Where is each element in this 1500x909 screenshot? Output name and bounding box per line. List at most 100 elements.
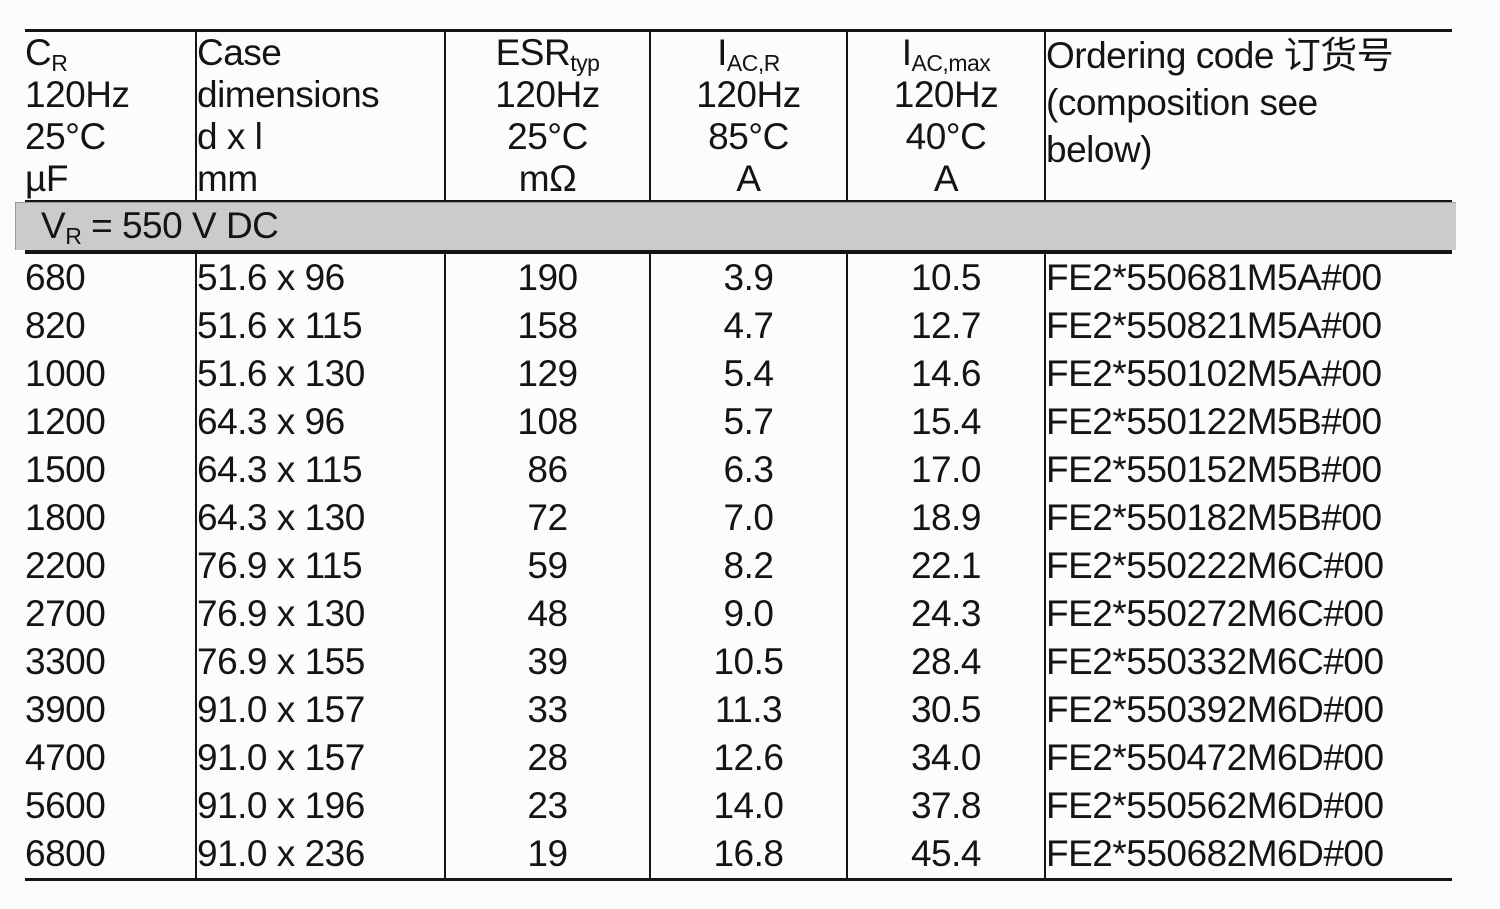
cell-ordering-code: FE2*550102M5A#00: [1044, 350, 1452, 398]
cell-iac-rated: 4.7: [649, 302, 847, 350]
cell-ordering-code: FE2*550681M5A#00: [1044, 252, 1452, 302]
cell-iac-max: 45.4: [846, 830, 1045, 881]
header-line: 120Hz: [696, 74, 801, 115]
table-row: 1200 64.3 x 96 108 5.7 15.4 FE2*550122M5…: [25, 398, 1452, 446]
cell-ordering-code: FE2*550821M5A#00: [1044, 302, 1452, 350]
voltage-section-row: VR = 550 V DC: [15, 201, 1456, 254]
cell-ordering-code: FE2*550222M6C#00: [1044, 542, 1452, 590]
cell-iac-rated: 5.4: [649, 350, 847, 398]
header-line: 25°C: [25, 116, 106, 157]
cell-ordering-code: FE2*550682M6D#00: [1044, 830, 1452, 881]
cell-iac-max: 34.0: [846, 734, 1045, 782]
cell-case-dimensions: 64.3 x 115: [195, 446, 445, 494]
table-row: 1500 64.3 x 115 86 6.3 17.0 FE2*550152M5…: [25, 446, 1452, 494]
cell-esr: 23: [444, 782, 650, 830]
cell-esr: 39: [444, 638, 650, 686]
header-line: (composition see: [1046, 82, 1318, 123]
cell-case-dimensions: 51.6 x 96: [195, 252, 445, 302]
header-row: CR 120Hz 25°C µF Case dimensions d x l m…: [25, 29, 1452, 202]
cell-iac-rated: 11.3: [649, 686, 847, 734]
cell-case-dimensions: 76.9 x 155: [195, 638, 445, 686]
cell-capacitance: 5600: [25, 785, 106, 826]
cell-esr: 86: [444, 446, 650, 494]
cell-capacitance: 3300: [25, 641, 106, 682]
section-highlight: [15, 202, 1456, 250]
header-unit: mm: [197, 158, 258, 199]
header-unit: µF: [25, 158, 68, 199]
cell-case-dimensions: 76.9 x 130: [195, 590, 445, 638]
symbol-iac-max: IAC,max: [901, 32, 991, 76]
cell-case-dimensions: 51.6 x 115: [195, 302, 445, 350]
col-header-iac-rated: IAC,R 120Hz 85°C A: [649, 29, 847, 202]
table-row: 5600 91.0 x 196 23 14.0 37.8 FE2*550562M…: [25, 782, 1452, 830]
table-row: 4700 91.0 x 157 28 12.6 34.0 FE2*550472M…: [25, 734, 1452, 782]
header-line: 120Hz: [893, 74, 999, 115]
header-unit: mΩ: [518, 158, 577, 199]
col-header-ordering-code: Ordering code 订货号 (composition see below…: [1044, 29, 1452, 202]
cell-capacitance: 680: [25, 257, 86, 298]
cell-esr: 72: [444, 494, 650, 542]
cell-iac-rated: 8.2: [649, 542, 847, 590]
cell-iac-rated: 10.5: [649, 638, 847, 686]
symbol-cr: CR: [25, 32, 68, 76]
cell-ordering-code: FE2*550392M6D#00: [1044, 686, 1452, 734]
cell-capacitance: 6800: [25, 830, 196, 881]
cell-ordering-code: FE2*550332M6C#00: [1044, 638, 1452, 686]
cell-esr: 158: [444, 302, 650, 350]
cell-iac-max: 28.4: [846, 638, 1045, 686]
table-row: 1800 64.3 x 130 72 7.0 18.9 FE2*550182M5…: [25, 494, 1452, 542]
cell-esr: 59: [444, 542, 650, 590]
table-body: VR = 550 V DC 680 51.6 x 96 190 3.9 10.5…: [15, 201, 1456, 881]
cell-capacitance: 2200: [25, 545, 106, 586]
header-line: 120Hz: [25, 74, 130, 115]
cell-ordering-code: FE2*550182M5B#00: [1044, 494, 1452, 542]
cell-iac-max: 37.8: [846, 782, 1045, 830]
cell-iac-max: 14.6: [846, 350, 1045, 398]
cell-esr: 108: [444, 398, 650, 446]
cell-iac-rated: 6.3: [649, 446, 847, 494]
cell-capacitance: 1000: [25, 353, 106, 394]
cell-case-dimensions: 91.0 x 236: [195, 830, 445, 881]
cell-capacitance: 820: [25, 305, 86, 346]
table-row: 2700 76.9 x 130 48 9.0 24.3 FE2*550272M6…: [25, 590, 1452, 638]
header-line: Case: [197, 32, 282, 73]
table-row: 1000 51.6 x 130 129 5.4 14.6 FE2*550102M…: [25, 350, 1452, 398]
section-band: VR = 550 V DC: [15, 202, 1456, 250]
cell-iac-rated: 3.9: [649, 252, 847, 302]
cell-iac-rated: 12.6: [649, 734, 847, 782]
cell-ordering-code: FE2*550122M5B#00: [1044, 398, 1452, 446]
cell-iac-max: 30.5: [846, 686, 1045, 734]
cell-case-dimensions: 51.6 x 130: [195, 350, 445, 398]
cell-iac-rated: 9.0: [649, 590, 847, 638]
cell-capacitance: 1200: [25, 401, 106, 442]
cell-case-dimensions: 91.0 x 157: [195, 734, 445, 782]
header-line: Ordering code 订货号: [1046, 35, 1394, 76]
voltage-section-cell: VR = 550 V DC: [15, 201, 1456, 254]
cell-case-dimensions: 91.0 x 157: [195, 686, 445, 734]
header-line: below): [1046, 129, 1153, 170]
cell-iac-max: 22.1: [846, 542, 1045, 590]
cell-iac-max: 15.4: [846, 398, 1045, 446]
cell-ordering-code: FE2*550152M5B#00: [1044, 446, 1452, 494]
header-line: dimensions: [197, 74, 380, 115]
cell-capacitance: 3900: [25, 689, 106, 730]
cell-esr: 28: [444, 734, 650, 782]
cell-capacitance: 4700: [25, 737, 106, 778]
cell-iac-max: 24.3: [846, 590, 1045, 638]
cell-ordering-code: FE2*550472M6D#00: [1044, 734, 1452, 782]
table-row: 820 51.6 x 115 158 4.7 12.7 FE2*550821M5…: [25, 302, 1452, 350]
cell-iac-max: 17.0: [846, 446, 1045, 494]
col-header-esr: ESRtyp 120Hz 25°C mΩ: [444, 29, 650, 202]
cell-iac-max: 12.7: [846, 302, 1045, 350]
cell-capacitance: 2700: [25, 593, 106, 634]
cell-iac-max: 18.9: [846, 494, 1045, 542]
cell-esr: 129: [444, 350, 650, 398]
header-line: 120Hz: [495, 74, 600, 115]
header-unit: A: [736, 158, 761, 199]
table-row: 6800 91.0 x 236 19 16.8 45.4 FE2*550682M…: [25, 830, 1452, 881]
col-header-iac-max: IAC,max 120Hz 40°C A: [846, 29, 1045, 202]
cell-case-dimensions: 64.3 x 96: [195, 398, 445, 446]
cell-capacitance: 1800: [25, 497, 106, 538]
cell-ordering-code: FE2*550272M6C#00: [1044, 590, 1452, 638]
cell-esr: 48: [444, 590, 650, 638]
